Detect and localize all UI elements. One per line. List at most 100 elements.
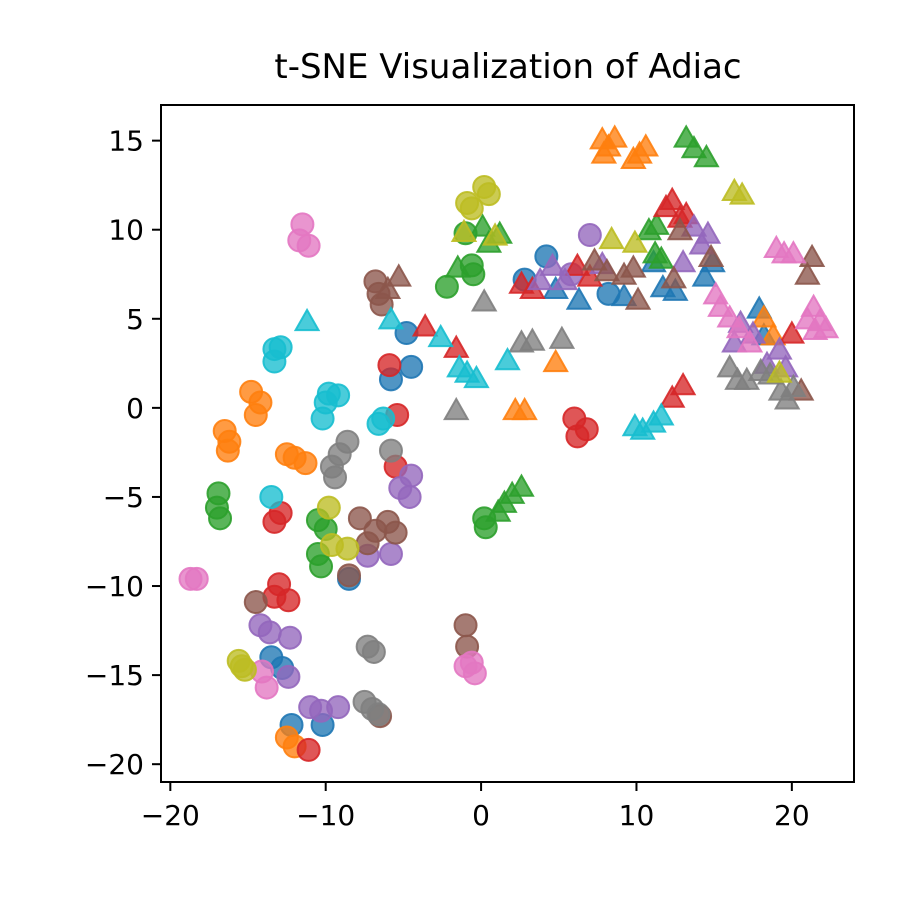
data-point — [750, 304, 778, 328]
data-point — [621, 229, 649, 253]
data-point — [508, 473, 535, 497]
data-point — [680, 213, 708, 237]
data-point — [215, 438, 240, 463]
data-point — [778, 320, 806, 344]
data-point — [648, 402, 675, 426]
data-point — [736, 329, 764, 353]
data-point — [463, 364, 490, 389]
data-point — [323, 465, 348, 490]
data-point — [694, 220, 722, 244]
data-point — [366, 411, 391, 436]
data-point — [459, 196, 484, 221]
data-point — [728, 181, 756, 205]
data-point — [310, 406, 335, 431]
data-point — [669, 371, 697, 396]
y-tick-label: −20 — [85, 748, 144, 781]
y-tick-label: −5 — [103, 481, 144, 514]
data-point — [620, 254, 647, 278]
data-point — [470, 288, 498, 312]
y-tick-label: −15 — [85, 659, 144, 692]
data-point — [693, 143, 720, 168]
data-point — [794, 261, 821, 285]
data-point — [660, 265, 687, 289]
data-point — [397, 484, 422, 509]
data-point — [669, 249, 697, 273]
data-point — [399, 354, 424, 379]
y-axis: −20 −15 −10 −5 0 5 10 15 — [85, 125, 161, 781]
data-point — [316, 495, 341, 520]
y-tick-label: 0 — [126, 392, 144, 425]
y-tick-label: −10 — [85, 570, 144, 603]
y-tick-label: 10 — [108, 214, 144, 247]
data-point — [691, 263, 719, 287]
data-point — [383, 520, 408, 545]
data-point — [450, 218, 478, 243]
data-point — [610, 282, 638, 307]
data-point — [444, 254, 471, 278]
data-point — [277, 625, 302, 650]
data-point — [632, 133, 660, 157]
data-point — [725, 314, 753, 339]
data-point — [347, 506, 372, 531]
data-point — [680, 135, 708, 159]
data-point — [494, 347, 521, 371]
data-point — [658, 186, 686, 210]
data-point — [590, 140, 618, 164]
data-point — [229, 654, 254, 679]
y-tick-label: 5 — [126, 303, 144, 336]
data-point — [355, 531, 380, 556]
data-point — [385, 263, 412, 287]
data-point — [378, 438, 403, 463]
chart-title: t-SNE Visualization of Adiac — [274, 47, 741, 87]
x-tick-label: 0 — [472, 799, 490, 832]
data-point — [178, 566, 203, 591]
data-point — [648, 245, 675, 269]
data-point — [377, 306, 405, 330]
data-point — [697, 243, 725, 267]
data-point — [257, 620, 282, 645]
data-point — [766, 336, 793, 360]
data-point — [574, 417, 599, 442]
data-point — [519, 327, 546, 351]
data-point — [296, 737, 321, 762]
x-tick-label: −10 — [296, 799, 355, 832]
data-point — [361, 639, 386, 664]
data-point — [766, 359, 793, 383]
data-point — [548, 325, 576, 349]
data-point — [427, 323, 454, 348]
data-point — [662, 277, 689, 301]
data-point — [326, 383, 351, 408]
data-point — [259, 484, 284, 509]
y-tick-label: 15 — [108, 125, 144, 158]
data-point — [658, 384, 686, 408]
plot-frame — [160, 104, 855, 783]
data-point — [511, 396, 538, 421]
data-point — [268, 335, 293, 360]
data-point — [481, 222, 509, 246]
data-point — [243, 590, 268, 615]
data-point — [484, 498, 512, 522]
data-point — [780, 240, 807, 264]
data-point — [411, 313, 439, 337]
data-point — [366, 702, 391, 727]
data-point — [476, 182, 501, 207]
data-point — [459, 650, 484, 675]
data-point — [293, 451, 318, 476]
x-tick-label: 20 — [774, 799, 810, 832]
data-point — [335, 536, 360, 561]
data-point — [443, 396, 470, 421]
data-point — [309, 554, 334, 579]
data-point — [577, 223, 602, 248]
data-point — [276, 588, 301, 613]
data-point — [666, 216, 694, 241]
data-point — [721, 329, 748, 353]
data-point — [593, 257, 621, 282]
data-point — [434, 274, 459, 299]
data-point — [565, 286, 593, 310]
data-point — [276, 664, 301, 689]
data-point — [296, 233, 321, 258]
data-point — [453, 613, 478, 638]
data-point — [539, 252, 566, 276]
data-point — [773, 386, 801, 410]
